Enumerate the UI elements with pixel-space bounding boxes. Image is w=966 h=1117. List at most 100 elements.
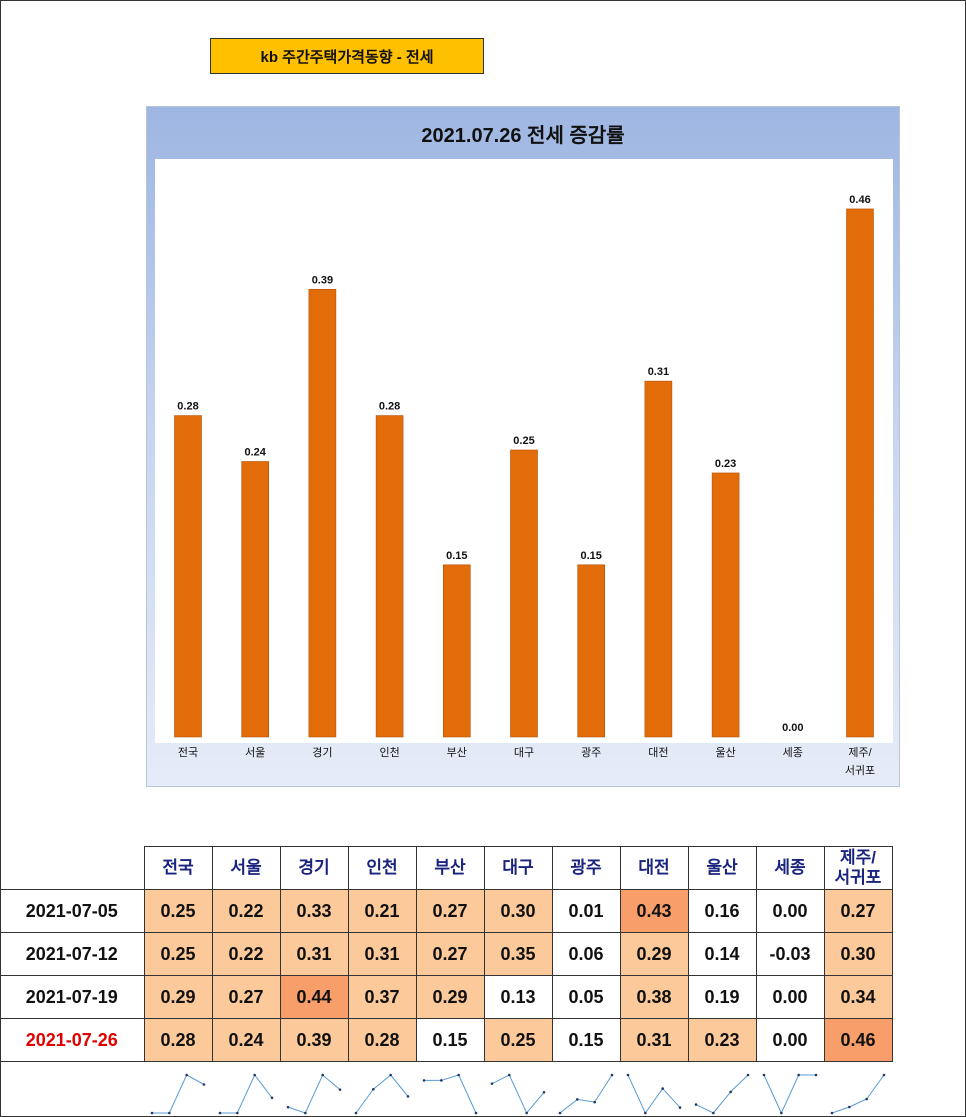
column-header: 광주 xyxy=(551,846,621,890)
sparkline-point xyxy=(168,1111,171,1115)
chart-title: 2021.07.26 전세 증감률 xyxy=(421,124,625,147)
sparkline-point xyxy=(202,1083,206,1086)
sparkline-point xyxy=(746,1073,750,1077)
table-cell: 0.24 xyxy=(211,1018,281,1062)
bar-6 xyxy=(577,564,606,738)
table-row: 2021-07-19 0.29 0.27 0.44 0.37 0.29 0.13 0.05 0.… xyxy=(0,975,893,1019)
bar-value-label: 0.28 xyxy=(379,401,400,413)
table-cell: 0.15 xyxy=(415,1018,485,1062)
row-date: 2021-07-26 xyxy=(0,1018,145,1062)
table-cell: 0.30 xyxy=(483,889,553,933)
table-cell: 0.29 xyxy=(619,932,689,976)
x-tick-label: 경기 xyxy=(312,747,333,759)
table-cell: 0.38 xyxy=(619,975,689,1019)
table-cell: -0.03 xyxy=(755,932,825,976)
sparkline xyxy=(559,1074,613,1114)
corner-cell xyxy=(0,846,145,890)
sparkline-point xyxy=(661,1087,664,1090)
column-header: 대전 xyxy=(619,846,689,890)
table-row: 2021-07-26 0.28 0.24 0.39 0.28 0.15 0.25 0.15 0.… xyxy=(0,1018,893,1062)
table-cell: 0.29 xyxy=(415,975,485,1019)
sparkline-point xyxy=(762,1073,766,1077)
sparkline-point xyxy=(865,1097,868,1101)
table-cell: 0.27 xyxy=(415,932,485,976)
table-cell: 0.27 xyxy=(823,889,893,933)
sparkline-point xyxy=(338,1088,342,1091)
table-cell: 0.33 xyxy=(279,889,349,933)
sparkline-point xyxy=(236,1111,239,1115)
table-cell: 0.34 xyxy=(823,975,893,1019)
column-header: 울산 xyxy=(687,846,757,890)
column-header: 부산 xyxy=(415,846,485,890)
table-cell: 0.27 xyxy=(211,975,281,1019)
table-cell: 0.35 xyxy=(483,932,553,976)
sparkline xyxy=(220,1074,273,1114)
sparkline xyxy=(152,1074,205,1114)
sparkline-point xyxy=(678,1106,682,1109)
table-cell: 0.16 xyxy=(687,889,757,933)
table-cell: 0.22 xyxy=(211,889,281,933)
sparkline-point xyxy=(525,1111,528,1115)
sparkline-point xyxy=(626,1073,630,1077)
x-tick-label: 부산 xyxy=(446,747,467,759)
x-tick-label: 대구 xyxy=(513,747,535,759)
table-cell: 0.25 xyxy=(143,889,213,933)
table-cell: 0.44 xyxy=(279,975,349,1019)
bar-4 xyxy=(442,564,471,738)
row-date: 2021-07-05 xyxy=(0,889,145,933)
bar-value-label: 0.46 xyxy=(849,194,870,206)
table-cell: 0.00 xyxy=(755,1018,825,1062)
sparkline-point xyxy=(712,1111,715,1115)
bar-value-label: 0.31 xyxy=(648,366,669,378)
table-cell: 0.27 xyxy=(415,889,485,933)
row-date: 2021-07-19 xyxy=(0,975,145,1019)
table-cell: 0.39 xyxy=(279,1018,349,1062)
sparkline-point xyxy=(321,1073,324,1077)
table-cell: 0.05 xyxy=(551,975,621,1019)
x-tick-label: 전국 xyxy=(177,747,199,759)
table-cell: 0.14 xyxy=(687,932,757,976)
bar-value-label: 0.28 xyxy=(177,401,198,413)
sparkline-point xyxy=(422,1079,426,1082)
bar-value-label: 0.25 xyxy=(513,435,534,447)
column-header: 인천 xyxy=(347,846,417,890)
sparkline-point xyxy=(490,1082,494,1085)
x-tick-label: 세종 xyxy=(782,747,803,759)
table-cell: 0.23 xyxy=(687,1018,757,1062)
bar-chart: 0.28 0.24 0.39 0.28 0.15 0.25 0.15 0.31 0.23 0.00… xyxy=(174,194,874,738)
sparkline xyxy=(355,1074,409,1114)
column-header: 서울 xyxy=(211,846,281,890)
x-tick-label: 제주/서귀포 xyxy=(844,747,876,777)
sparkline-point xyxy=(830,1111,834,1115)
bar-value-label: 0.00 xyxy=(782,722,803,734)
table-cell: 0.19 xyxy=(687,975,757,1019)
sparkline-point xyxy=(440,1079,443,1082)
table-cell: 0.46 xyxy=(823,1018,893,1062)
bar-value-label: 0.39 xyxy=(312,274,333,286)
table-row: 2021-07-12 0.25 0.22 0.31 0.31 0.27 0.35 0.06 0.… xyxy=(0,932,893,976)
table-cell: 0.00 xyxy=(755,975,825,1019)
column-header: 세종 xyxy=(755,846,825,890)
column-header: 대구 xyxy=(483,846,553,890)
bar-value-label: 0.15 xyxy=(446,550,467,562)
x-tick-label: 인천 xyxy=(379,747,400,759)
sparkline-point xyxy=(729,1090,732,1094)
sparkline-point xyxy=(372,1087,375,1091)
sparkline-point xyxy=(150,1111,154,1115)
row-date: 2021-07-12 xyxy=(0,932,145,976)
table-cell: 0.43 xyxy=(619,889,689,933)
bar-0 xyxy=(174,415,202,738)
sparkline xyxy=(627,1074,681,1114)
sparkline-point xyxy=(286,1105,290,1109)
x-tick-label: 울산 xyxy=(715,747,736,759)
sparkline xyxy=(695,1074,749,1114)
bar-5 xyxy=(510,449,538,738)
table-cell: 0.13 xyxy=(483,975,553,1019)
table-row: 2021-07-05 0.25 0.22 0.33 0.21 0.27 0.30 0.01 0.… xyxy=(0,889,893,933)
sparkline-point xyxy=(508,1073,511,1077)
sparkline-point xyxy=(406,1095,410,1098)
chart-area: 2021.07.26 전세 증감률 0.28 0.24 0.39 0.28 0.15 0.… xyxy=(146,106,900,787)
table-cell: 0.28 xyxy=(347,1018,417,1062)
sparkline-point xyxy=(644,1111,647,1115)
bar-7 xyxy=(644,380,673,738)
